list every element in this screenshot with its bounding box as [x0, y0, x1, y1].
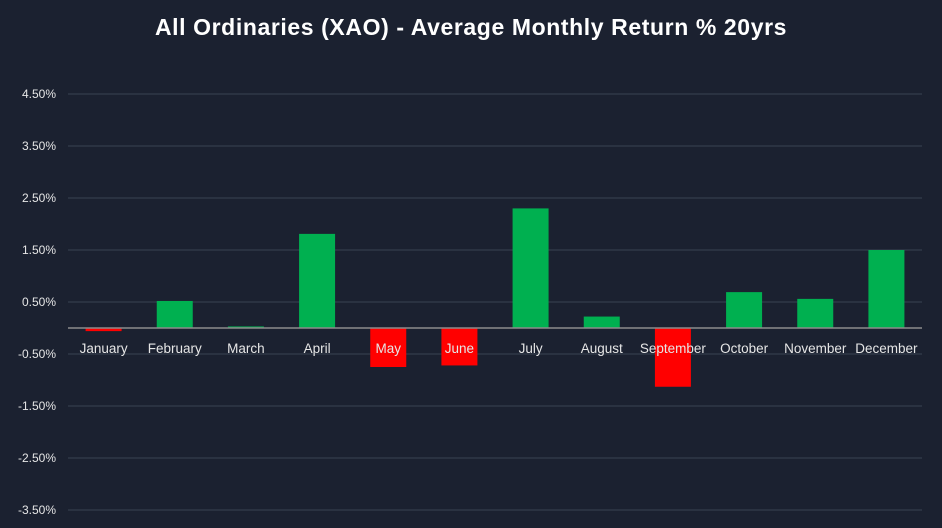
category-label: December — [855, 341, 918, 356]
bar-january — [85, 328, 122, 332]
category-label: February — [148, 341, 202, 356]
y-tick-label: -0.50% — [18, 347, 56, 361]
bar-october — [726, 292, 763, 328]
category-label: April — [304, 341, 331, 356]
category-label: July — [519, 341, 543, 356]
bar-july — [512, 208, 549, 328]
gridlines — [68, 93, 922, 511]
bar-december — [868, 250, 905, 328]
y-tick-label: 1.50% — [22, 243, 56, 257]
category-label: September — [640, 341, 707, 356]
y-tick-label: -2.50% — [18, 451, 56, 465]
bar-september — [654, 328, 691, 387]
y-tick-label: -3.50% — [18, 503, 56, 517]
category-label: March — [227, 341, 265, 356]
bar-august — [583, 316, 620, 328]
y-tick-label: 0.50% — [22, 295, 56, 309]
y-tick-label: 2.50% — [22, 191, 56, 205]
category-labels: January February March April May June July Augu… — [80, 341, 918, 356]
y-tick-label: 3.50% — [22, 139, 56, 153]
y-tick-label: 4.50% — [22, 87, 56, 101]
bar-february — [156, 300, 193, 328]
category-label: May — [375, 341, 401, 356]
category-label: November — [784, 341, 847, 356]
bars — [85, 208, 905, 387]
category-label: August — [581, 341, 623, 356]
bar-may — [370, 328, 407, 367]
bar-april — [299, 233, 336, 328]
bar-june — [441, 328, 478, 366]
category-label: June — [445, 341, 474, 356]
chart-title: All Ordinaries (XAO) - Average Monthly R… — [154, 14, 788, 40]
y-axis-ticks: 4.50% 3.50% 2.50% 1.50% 0.50% -0.50% -1.50% -2.… — [18, 87, 56, 517]
bar-march — [227, 326, 264, 328]
y-tick-label: -1.50% — [18, 399, 56, 413]
category-label: January — [80, 341, 128, 356]
category-label: October — [720, 341, 769, 356]
bar-november — [797, 298, 834, 328]
